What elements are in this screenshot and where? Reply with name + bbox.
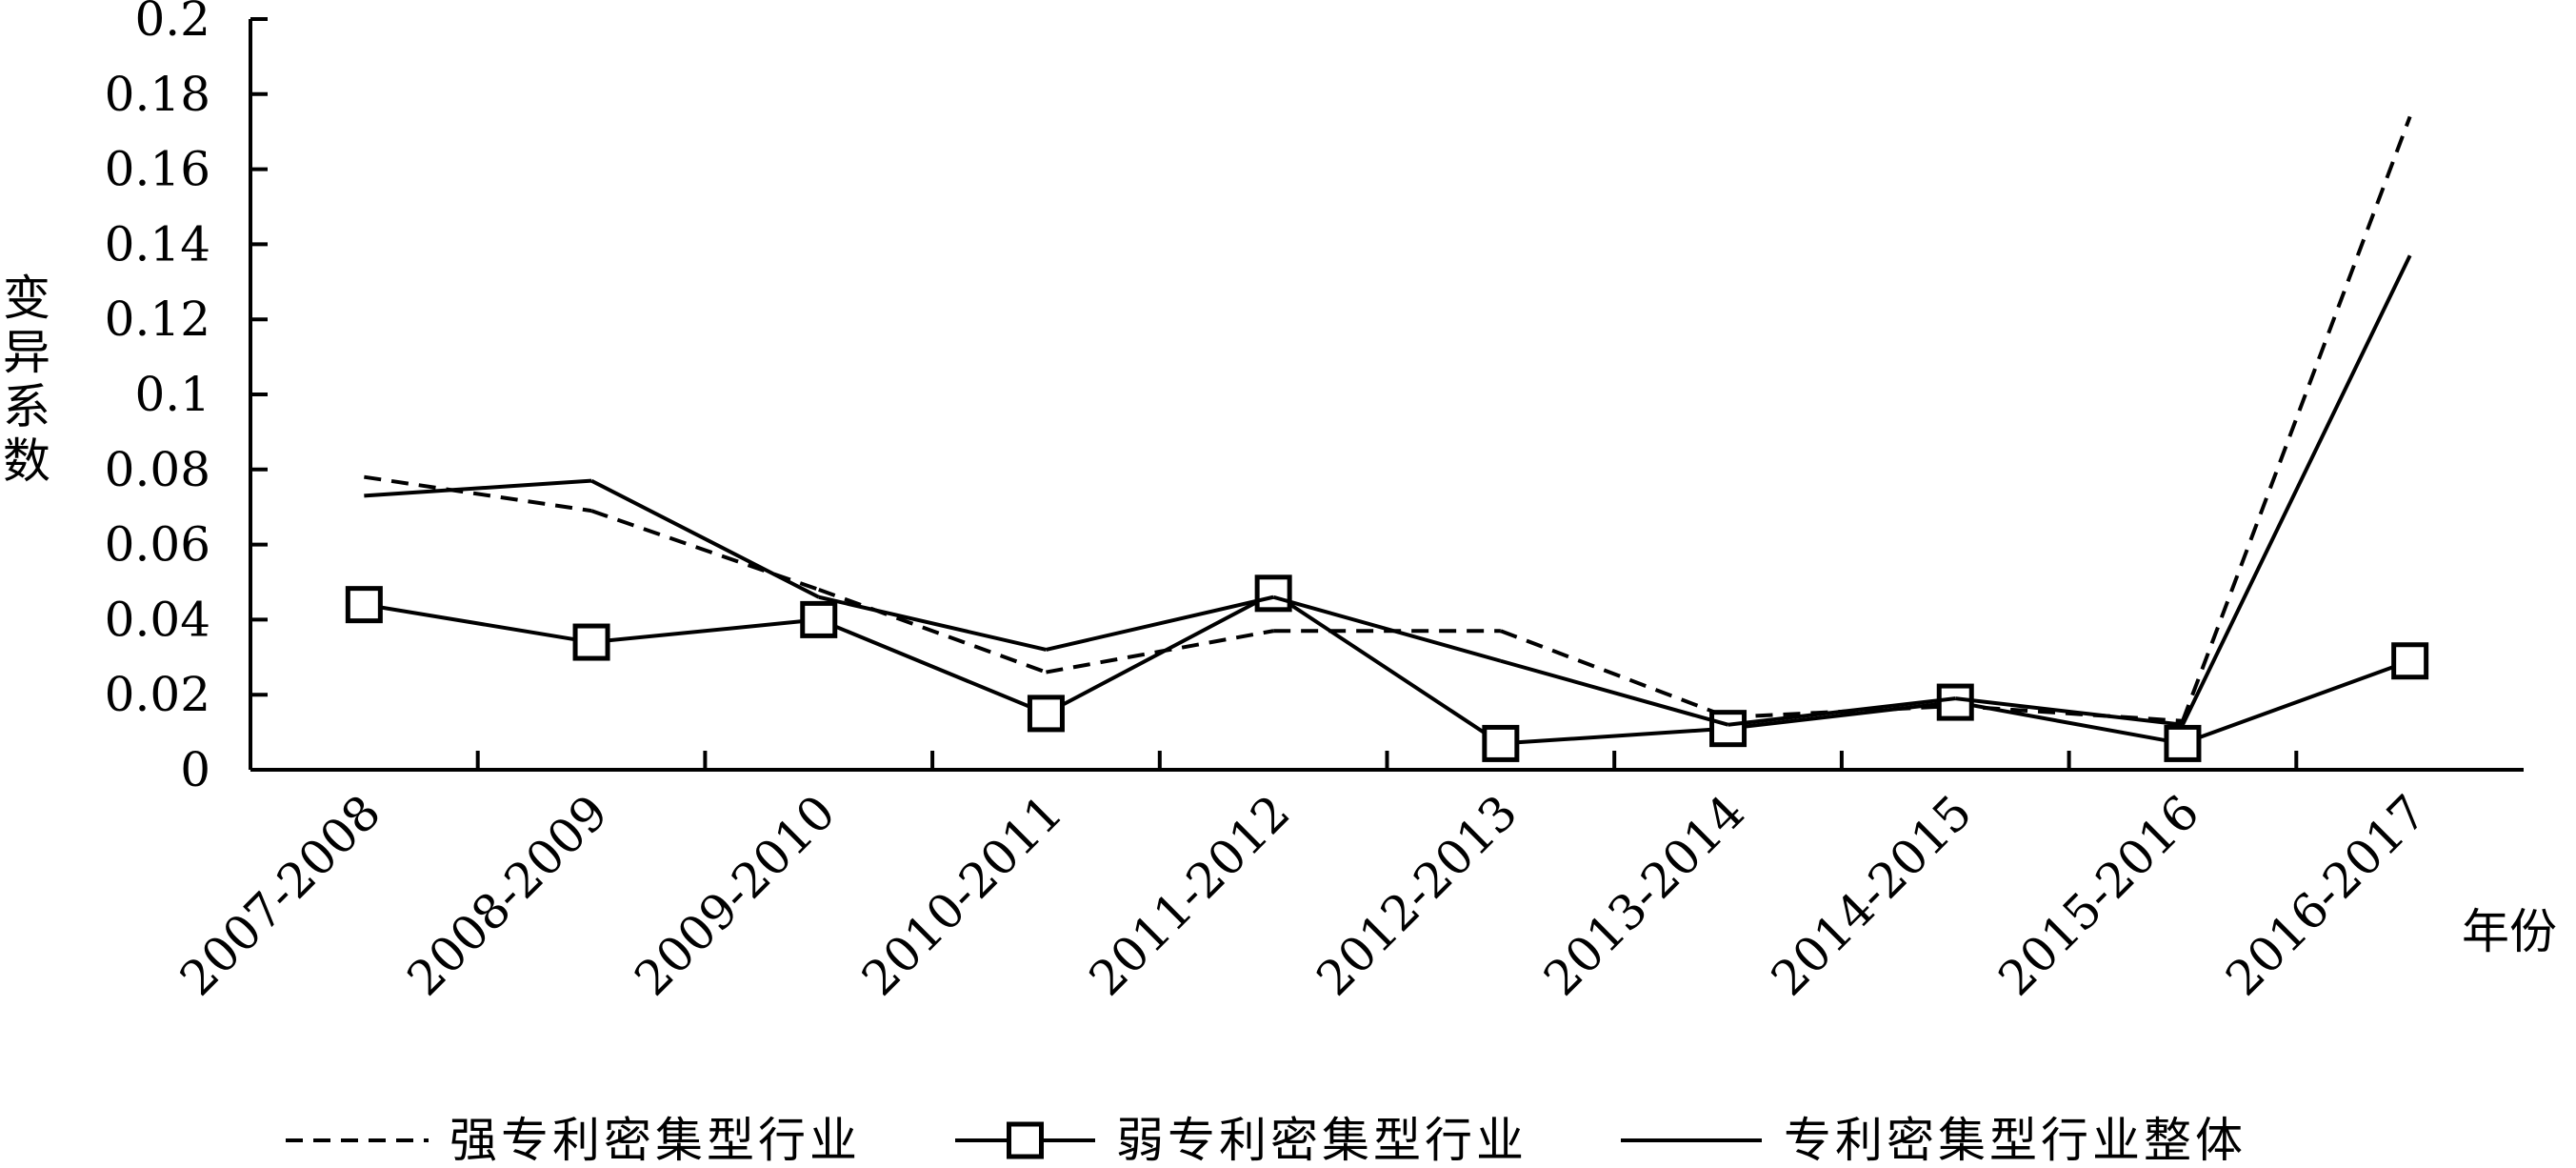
x-ticks: 2007-2008 2008-2009 2009-2010 2010-2011 2011… — [170, 751, 2437, 1006]
y-axis-title: 变异系数 — [3, 271, 50, 489]
square-marker — [1482, 724, 1520, 762]
series-segment — [1500, 726, 1728, 746]
x-tick-label: 2016-2017 — [2215, 784, 2437, 1006]
weak-series — [345, 574, 2429, 762]
series-segment — [1955, 696, 2184, 727]
y-tick-label: 0.02 — [105, 667, 210, 722]
series-segment — [2181, 254, 2412, 726]
x-tick-label: 2007-2008 — [170, 784, 391, 1006]
square-marker — [2164, 724, 2202, 762]
series-segment — [1045, 592, 1275, 715]
square-marker — [572, 623, 610, 661]
series-segment — [1500, 629, 1729, 719]
y-tick-label: 0.14 — [105, 216, 210, 272]
x-tick-label: 2009-2010 — [624, 784, 846, 1006]
series-segment — [1272, 592, 1502, 746]
legend-label: 专利密集型行业整体 — [1784, 1113, 2247, 1164]
series-segment — [2182, 658, 2411, 746]
y-tick-label: 0.06 — [105, 517, 210, 573]
series-segment — [817, 617, 1048, 715]
series-segment — [590, 478, 820, 599]
legend-label: 强专利密集型行业 — [449, 1113, 861, 1164]
x-tick-label: 2013-2014 — [1533, 784, 1755, 1006]
square-marker — [1936, 683, 1974, 721]
y-tick-label: 0.2 — [134, 0, 210, 47]
series-segment — [1272, 594, 1502, 663]
x-tick-label: 2012-2013 — [1306, 784, 1528, 1006]
square-marker — [2391, 642, 2429, 680]
strong-series — [364, 115, 2412, 723]
legend-label: 弱专利密集型行业 — [1116, 1113, 1528, 1164]
series-segment — [1954, 700, 2184, 746]
x-tick-label: 2015-2016 — [1988, 784, 2210, 1006]
series-segment — [818, 594, 1047, 652]
series-segment — [364, 474, 592, 514]
series-segment — [590, 617, 819, 645]
x-tick-label: 2014-2015 — [1761, 784, 1983, 1006]
y-tick-label: 0.04 — [105, 592, 210, 647]
series-segment — [1727, 696, 1956, 727]
series-segment — [1727, 700, 1956, 731]
y-tick-label: 0 — [180, 742, 210, 797]
x-tick-label: 2010-2011 — [851, 784, 1073, 1006]
x-axis-title: 年份 — [2462, 904, 2557, 959]
series-segment — [2181, 115, 2412, 722]
series-layer — [345, 115, 2429, 762]
square-marker — [1254, 574, 1292, 613]
square-marker — [1027, 695, 1065, 733]
overall-series — [364, 254, 2412, 727]
y-ticks: 0 0.02 0.04 0.06 0.08 0.1 0.12 0.14 0.16 0.18 0.2 — [105, 0, 268, 797]
series-segment — [1500, 658, 1729, 727]
legend: 强专利密集型行业 弱专利密集型行业 专利密集型行业整体 — [286, 1113, 2247, 1168]
y-tick-label: 0.16 — [105, 142, 210, 197]
y-tick-label: 0.18 — [105, 67, 210, 122]
series-segment — [818, 588, 1048, 675]
series-segment — [364, 478, 592, 498]
y-tick-label: 0.08 — [105, 442, 210, 497]
x-tick-label: 2008-2009 — [397, 784, 619, 1006]
y-tick-label: 0.1 — [134, 367, 210, 422]
square-marker — [1709, 710, 1747, 748]
square-marker — [345, 586, 383, 624]
y-tick-label: 0.12 — [105, 292, 210, 347]
legend-square-marker — [1007, 1121, 1044, 1159]
square-marker — [800, 600, 838, 638]
x-tick-label: 2011-2012 — [1079, 784, 1301, 1006]
series-segment — [364, 602, 592, 645]
series-segment — [1045, 594, 1274, 652]
